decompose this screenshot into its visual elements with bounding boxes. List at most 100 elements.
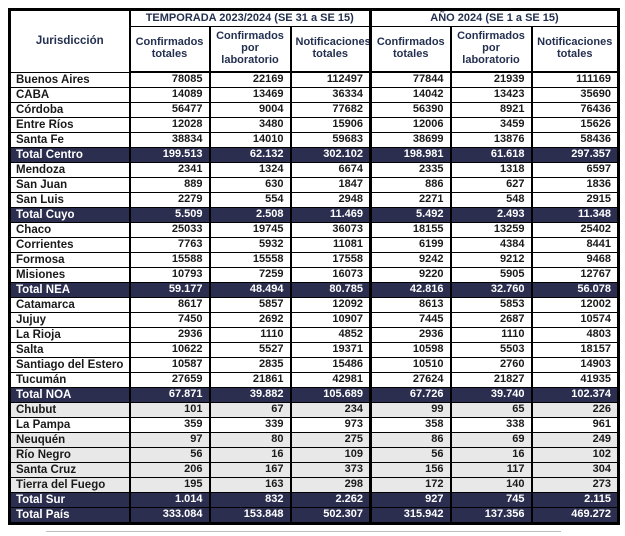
value-cell: 56390	[369, 102, 452, 118]
value-cell: 77682	[289, 102, 372, 118]
value-cell: 9004	[208, 102, 292, 118]
value-cell: 36334	[289, 87, 372, 103]
value-cell: 25033	[128, 222, 211, 238]
value-cell: 5853	[449, 297, 533, 313]
value-cell: 32.760	[449, 282, 533, 298]
value-cell: 1110	[449, 327, 533, 343]
value-cell: 4803	[530, 327, 620, 343]
value-cell: 3480	[208, 117, 292, 133]
value-cell: 339	[208, 417, 292, 433]
value-cell: 156	[369, 462, 452, 478]
value-cell: 9220	[369, 267, 452, 283]
value-cell: 12006	[369, 117, 452, 133]
value-cell: 273	[530, 477, 620, 493]
jurisdiction-cell: Santiago del Estero	[8, 357, 131, 373]
value-cell: 2279	[128, 192, 211, 208]
value-cell: 67.726	[369, 387, 452, 403]
value-cell: 14010	[208, 132, 292, 148]
value-cell: 12002	[530, 297, 620, 313]
col-header-notificaciones-totales-1: Notificaciones totales	[289, 26, 372, 73]
value-cell: 111169	[530, 71, 620, 88]
value-cell: 16073	[289, 267, 372, 283]
value-cell: 7450	[128, 312, 211, 328]
value-cell: 13423	[449, 87, 533, 103]
jurisdiction-cell: Misiones	[8, 267, 131, 283]
value-cell: 102	[530, 447, 620, 463]
value-cell: 105.689	[289, 387, 372, 403]
jurisdiction-cell: Total Cuyo	[8, 207, 131, 223]
value-cell: 886	[369, 177, 452, 193]
value-cell: 102.374	[530, 387, 620, 403]
value-cell: 59.177	[128, 282, 211, 298]
value-cell: 554	[208, 192, 292, 208]
value-cell: 630	[208, 177, 292, 193]
total-row: Total NEA 59.177 48.494 80.785 42.816 32.760 5…	[8, 282, 620, 298]
value-cell: 9242	[369, 252, 452, 268]
value-cell: 67.871	[128, 387, 211, 403]
value-cell: 101	[128, 402, 211, 418]
table-row: Salta 10622 5527 19371 10598 5503 18157	[8, 342, 620, 358]
value-cell: 97	[128, 432, 211, 448]
value-cell: 38699	[369, 132, 452, 148]
value-cell: 304	[530, 462, 620, 478]
jurisdiction-cell: San Luis	[8, 192, 131, 208]
table-row: Santa Fe 38834 14010 59683 38699 13876 58436	[8, 132, 620, 148]
value-cell: 27624	[369, 372, 452, 388]
value-cell: 10574	[530, 312, 620, 328]
value-cell: 358	[369, 417, 452, 433]
value-cell: 2687	[449, 312, 533, 328]
jurisdiction-cell: San Juan	[8, 177, 131, 193]
value-cell: 1836	[530, 177, 620, 193]
value-cell: 61.618	[449, 147, 533, 163]
season-2023-2024-band-header: TEMPORADA 2023/2024 (SE 31 a SE 15)	[128, 9, 372, 27]
jurisdiction-cell: Río Negro	[8, 447, 131, 463]
value-cell: 1.014	[128, 492, 211, 508]
table-row: Santiago del Estero 10587 2835 15486 10510 27…	[8, 357, 620, 373]
jurisdiction-cell: Salta	[8, 342, 131, 358]
value-cell: 469.272	[530, 507, 620, 524]
jurisdiction-cell: Santa Cruz	[8, 462, 131, 478]
jurisdiction-cell: Total NEA	[8, 282, 131, 298]
value-cell: 58436	[530, 132, 620, 148]
value-cell: 12028	[128, 117, 211, 133]
value-cell: 27659	[128, 372, 211, 388]
value-cell: 627	[449, 177, 533, 193]
value-cell: 12092	[289, 297, 372, 313]
value-cell: 42981	[289, 372, 372, 388]
value-cell: 1324	[208, 162, 292, 178]
value-cell: 14042	[369, 87, 452, 103]
value-cell: 10907	[289, 312, 372, 328]
value-cell: 889	[128, 177, 211, 193]
value-cell: 15486	[289, 357, 372, 373]
table-row: Formosa 15588 15558 17558 9242 9212 9468	[8, 252, 620, 268]
value-cell: 206	[128, 462, 211, 478]
value-cell: 8613	[369, 297, 452, 313]
year-2024-band-header: AÑO 2024 (SE 1 a SE 15)	[369, 9, 620, 27]
value-cell: 7259	[208, 267, 292, 283]
value-cell: 5527	[208, 342, 292, 358]
table-row: Buenos Aires 78085 22169 112497 77844 21939 11…	[8, 71, 620, 88]
col-header-confirmados-laboratorio-1: Confirmados por laboratorio	[208, 26, 292, 73]
jurisdiction-cell: Tucumán	[8, 372, 131, 388]
value-cell: 8617	[128, 297, 211, 313]
value-cell: 2936	[369, 327, 452, 343]
value-cell: 76436	[530, 102, 620, 118]
value-cell: 9212	[449, 252, 533, 268]
value-cell: 67	[208, 402, 292, 418]
table-row: La Pampa 359 339 973 358 338 961	[8, 417, 620, 433]
table-row: Catamarca 8617 5857 12092 8613 5853 12002	[8, 297, 620, 313]
value-cell: 333.084	[128, 507, 211, 524]
value-cell: 36073	[289, 222, 372, 238]
value-cell: 39.740	[449, 387, 533, 403]
jurisdiction-cell: Mendoza	[8, 162, 131, 178]
value-cell: 4384	[449, 237, 533, 253]
table-bottom-shadow	[46, 531, 561, 532]
value-cell: 65	[449, 402, 533, 418]
value-cell: 548	[449, 192, 533, 208]
value-cell: 2.115	[530, 492, 620, 508]
value-cell: 42.816	[369, 282, 452, 298]
value-cell: 10793	[128, 267, 211, 283]
value-cell: 38834	[128, 132, 211, 148]
total-row: Total País 333.084 153.848 502.307 315.942 13…	[8, 507, 620, 524]
value-cell: 315.942	[369, 507, 452, 524]
